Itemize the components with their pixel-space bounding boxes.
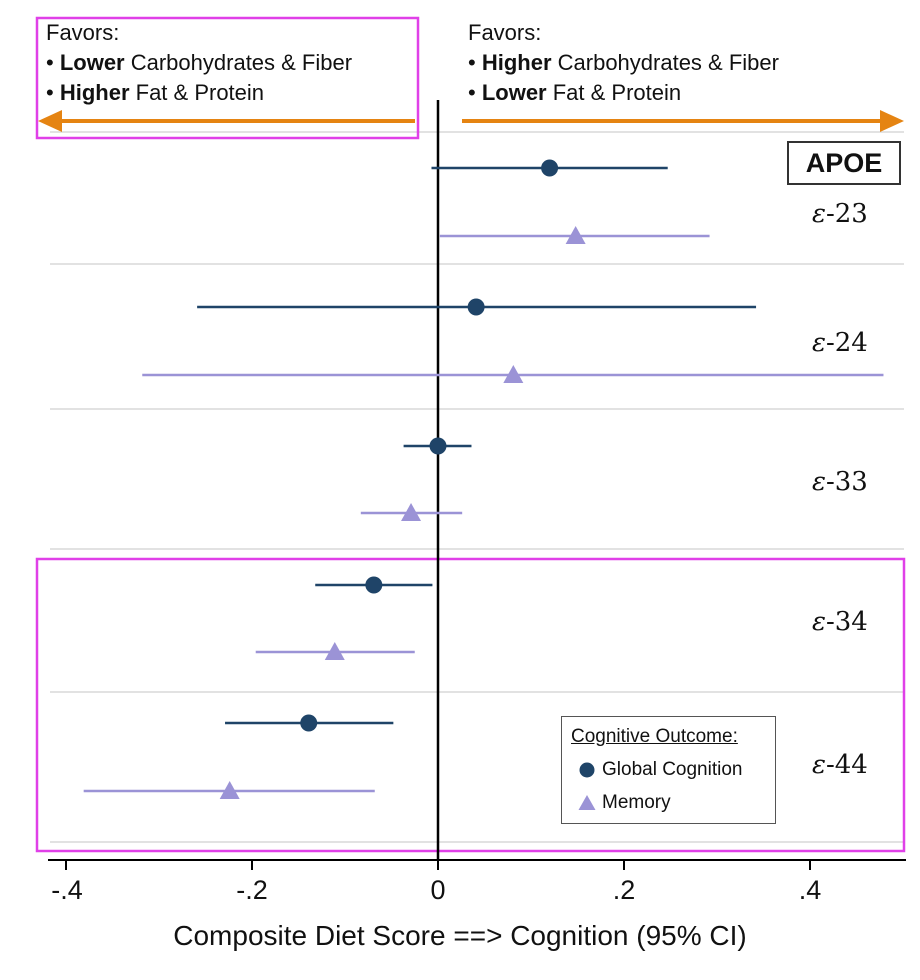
favors-right-line2: • Lower Fat & Protein [468, 80, 682, 105]
x-axis-label: Composite Diet Score ==> Cognition (95% … [173, 920, 747, 951]
circle-marker-icon [579, 762, 595, 778]
favors-left-line2: • Higher Fat & Protein [46, 80, 265, 105]
favors-left-annotation: Favors: • Lower Carbohydrates & Fiber • … [46, 18, 352, 108]
estimate-point [503, 365, 524, 383]
favors-right-annotation: Favors: • Higher Carbohydrates & Fiber •… [468, 18, 779, 108]
highlight-box-e4-carriers [35, 557, 906, 853]
x-tick-label: -.4 [51, 875, 83, 905]
legend-item-global-cognition: Global Cognition [578, 759, 742, 781]
estimate-point [565, 226, 586, 244]
x-tick-label: -.2 [236, 875, 268, 905]
legend: Cognitive Outcome: Global Cognition Memo… [561, 716, 776, 824]
x-tick-label: .2 [612, 875, 636, 905]
legend-item-memory: Memory [578, 792, 671, 814]
group-label-e34: ε-34 [812, 607, 868, 637]
favors-right-title: Favors: [468, 20, 542, 45]
favors-left-line1: • Lower Carbohydrates & Fiber [46, 50, 353, 75]
estimate-point [365, 576, 383, 594]
group-label-e23: ε-23 [812, 199, 868, 229]
group-label-e44: ε-44 [812, 750, 868, 780]
estimate-point [219, 781, 240, 799]
legend-title: Cognitive Outcome: [571, 726, 738, 747]
x-tick-label: .4 [798, 875, 822, 905]
triangle-marker-icon [578, 794, 596, 810]
estimate-point [429, 437, 447, 455]
favors-right-line1: • Higher Carbohydrates & Fiber [468, 50, 779, 75]
group-label-e24: ε-24 [812, 328, 868, 358]
estimate-point [541, 159, 559, 177]
highlight-box-favors-left [35, 16, 420, 140]
estimate-point [300, 714, 318, 732]
estimate-point [467, 298, 485, 316]
favors-left-title: Favors: [46, 20, 120, 45]
group-title-box: APOE [787, 141, 901, 185]
arrow-left-head [38, 110, 62, 132]
estimate-point [324, 642, 345, 660]
estimate-point [401, 503, 422, 521]
x-tick-label: 0 [430, 875, 446, 905]
group-label-e33: ε-33 [812, 467, 868, 497]
arrow-right-head [880, 110, 904, 132]
